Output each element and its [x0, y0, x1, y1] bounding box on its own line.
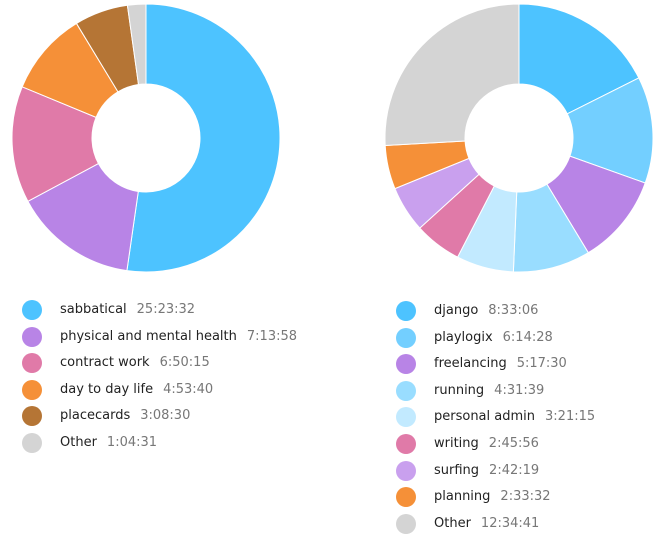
legend-duration: 12:34:41 — [480, 515, 540, 531]
legend-label: personal admin — [434, 409, 536, 425]
legend-item[interactable]: planning 2:33:32 — [396, 484, 595, 511]
legend-item[interactable]: physical and mental health 7:13:58 — [22, 324, 297, 351]
legend-item[interactable]: personal admin 3:21:15 — [396, 404, 595, 431]
donut-slice-contract-work[interactable] — [11, 86, 100, 203]
legend-right: django 8:33:06 playlogix 6:14:28 freelancing… — [396, 298, 595, 537]
legend-duration: 5:17:30 — [516, 356, 567, 372]
legend-swatch — [396, 407, 416, 428]
legend-swatch — [22, 300, 42, 320]
legend-label: Other — [60, 434, 97, 450]
legend-duration: 3:21:15 — [545, 409, 596, 425]
legend-duration: 8:33:06 — [488, 303, 539, 318]
legend-duration: 2:33:32 — [500, 489, 551, 505]
legend-duration: 25:23:32 — [136, 302, 196, 317]
legend-swatch — [396, 327, 416, 348]
legend-swatch — [22, 379, 42, 400]
donut-chart-right — [384, 3, 654, 273]
legend-swatch — [22, 353, 42, 374]
donut-slice-other[interactable] — [384, 3, 520, 147]
legend-swatch — [22, 406, 42, 427]
legend-swatch — [396, 354, 416, 375]
legend-item[interactable]: freelancing 5:17:30 — [396, 351, 595, 378]
legend-item[interactable]: sabbatical 25:23:32 — [22, 297, 297, 324]
legend-item[interactable]: Other 12:34:41 — [396, 511, 595, 538]
legend-item[interactable]: writing 2:45:56 — [396, 431, 595, 458]
legend-label: placecards — [60, 408, 131, 424]
legend-duration: 6:14:28 — [502, 329, 553, 345]
legend-swatch — [396, 460, 416, 481]
legend-duration: 7:13:58 — [246, 328, 298, 344]
legend-label: writing — [434, 435, 479, 451]
legend-item[interactable]: day to day life 4:53:40 — [22, 377, 297, 404]
legend-label: Other — [434, 515, 471, 531]
legend-label: surfing — [434, 462, 480, 478]
legend-label: sabbatical — [60, 302, 127, 317]
legend-swatch — [396, 301, 416, 321]
legend-item[interactable]: placecards 3:08:30 — [22, 403, 297, 430]
donut-slice-other[interactable] — [126, 3, 147, 86]
legend-swatch — [396, 487, 416, 508]
donut-slice-django[interactable] — [518, 3, 640, 115]
legend-label: planning — [434, 489, 491, 505]
legend-swatch — [22, 432, 42, 453]
legend-swatch — [396, 433, 416, 454]
legend-duration: 3:08:30 — [140, 408, 191, 424]
legend-duration: 6:50:15 — [159, 355, 210, 371]
legend-label: day to day life — [60, 381, 154, 397]
legend-duration: 4:53:40 — [163, 381, 214, 397]
legend-left: sabbatical 25:23:32 physical and mental he… — [22, 297, 297, 457]
legend-item[interactable]: surfing 2:42:19 — [396, 458, 595, 485]
legend-item[interactable]: playlogix 6:14:28 — [396, 325, 595, 352]
legend-label: playlogix — [434, 329, 493, 345]
legend-label: contract work — [60, 355, 150, 371]
donut-slice-sabbatical[interactable] — [126, 3, 281, 273]
legend-item[interactable]: running 4:31:39 — [396, 378, 595, 405]
legend-item[interactable]: django 8:33:06 — [396, 298, 595, 325]
legend-swatch — [396, 513, 416, 534]
donut-chart-left — [11, 3, 281, 273]
legend-item[interactable]: Other 1:04:31 — [22, 430, 297, 457]
legend-label: running — [434, 382, 485, 398]
legend-duration: 2:42:19 — [489, 462, 540, 478]
legend-label: physical and mental health — [60, 328, 237, 344]
legend-duration: 2:45:56 — [488, 435, 539, 451]
legend-duration: 1:04:31 — [106, 434, 158, 450]
legend-swatch — [396, 380, 416, 401]
legend-swatch — [22, 326, 42, 347]
legend-label: freelancing — [434, 356, 507, 372]
legend-item[interactable]: contract work 6:50:15 — [22, 350, 297, 377]
legend-duration: 4:31:39 — [494, 382, 545, 398]
legend-label: django — [434, 303, 479, 318]
